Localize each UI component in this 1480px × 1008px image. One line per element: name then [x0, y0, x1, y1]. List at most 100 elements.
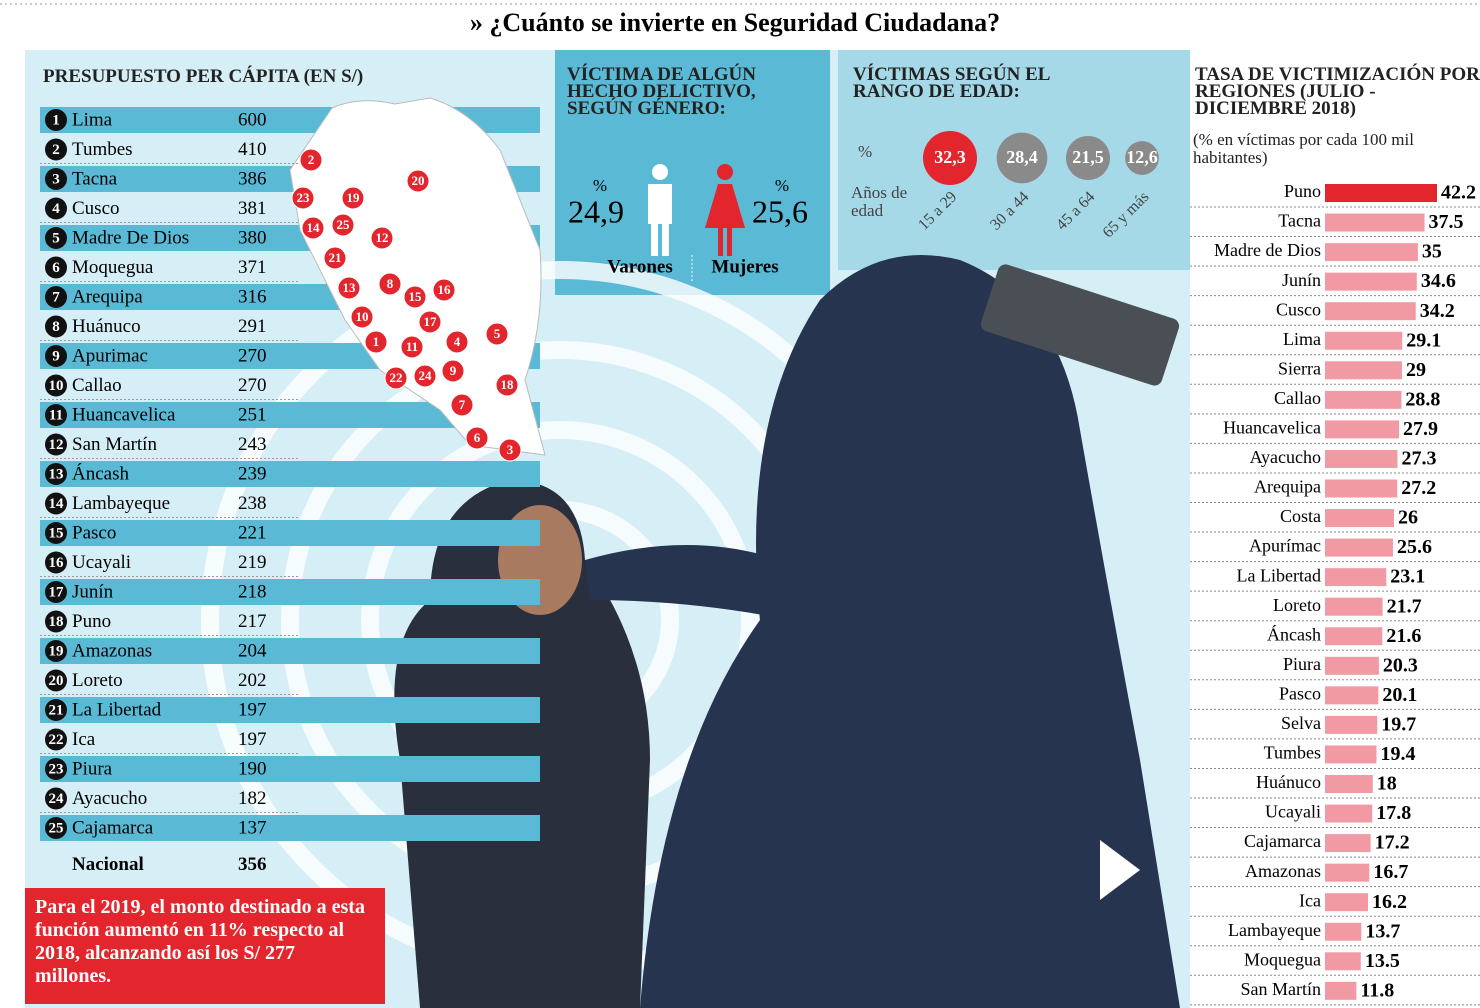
category: Selva: [1281, 713, 1321, 733]
value-label: 19.7: [1381, 713, 1416, 735]
page: » ¿Cuánto se invierte en Seguridad Ciuda…: [0, 0, 1480, 1008]
bar: [1325, 745, 1376, 763]
value-label: 26: [1398, 507, 1418, 529]
region: Arequipa: [72, 286, 143, 307]
value-label: 20.1: [1382, 684, 1417, 706]
bar: [1325, 332, 1402, 350]
value-label: 32,3: [934, 147, 966, 167]
region: San Martín: [72, 434, 157, 455]
rank: 16: [49, 555, 65, 571]
bar: [1325, 716, 1377, 734]
bar: [1325, 775, 1373, 793]
value-label: 21,5: [1072, 147, 1104, 167]
region: Lima: [72, 109, 113, 130]
budget-value: 217: [238, 611, 267, 632]
age-axis-label: Años de edad: [851, 184, 931, 220]
main-title: » ¿Cuánto se invierte en Seguridad Ciuda…: [470, 8, 1000, 37]
value-label: 21.6: [1386, 625, 1421, 647]
row-stripe: [40, 756, 540, 782]
region: Tacna: [72, 168, 118, 189]
bar: [1325, 834, 1371, 852]
map-marker-label: 16: [438, 282, 452, 297]
category: Cusco: [1276, 299, 1321, 319]
rank: 7: [52, 289, 60, 305]
region: Huancavelica: [72, 404, 176, 425]
budget-value: 218: [238, 581, 267, 602]
map-marker-label: 19: [347, 190, 361, 205]
value-label: 29: [1406, 359, 1426, 381]
bar: [1325, 480, 1397, 498]
map-marker-label: 17: [424, 314, 438, 329]
budget-value: 238: [238, 493, 267, 514]
budget-value: 251: [238, 404, 267, 425]
region: La Libertad: [72, 699, 162, 720]
rank: 10: [49, 378, 64, 394]
category: Callao: [1274, 388, 1321, 408]
budget-title: PRESUPUESTO PER CÁPITA (EN S/): [43, 68, 363, 85]
category: Huánuco: [1256, 772, 1321, 792]
rank: 8: [52, 319, 60, 335]
category: Puno: [1284, 181, 1321, 201]
category: Junín: [1282, 270, 1321, 290]
budget-value: 239: [238, 463, 267, 484]
value-label: 34.2: [1420, 300, 1455, 322]
total-value: 356: [238, 854, 267, 875]
category: Huancavelica: [1223, 418, 1321, 438]
bar: [1325, 391, 1401, 409]
budget-value: 270: [238, 345, 267, 366]
value-label: 17.2: [1375, 832, 1410, 854]
rank: 11: [49, 407, 63, 423]
map-marker-label: 8: [387, 276, 394, 291]
bar: [1325, 243, 1418, 261]
rank: 12: [49, 437, 64, 453]
icon-head: [652, 164, 668, 180]
gender-title: VÍCTIMA DE ALGÚN HECHO DELICTIVO, SEGÚN …: [567, 66, 797, 117]
bar: [1325, 598, 1383, 616]
value-label: 16.7: [1373, 861, 1408, 883]
budget-value: 386: [238, 168, 267, 189]
category: Lambayeque: [1228, 920, 1321, 940]
bar: [1325, 805, 1372, 823]
region: Junín: [72, 581, 114, 602]
category: Costa: [1280, 506, 1321, 526]
value-label: 28.8: [1405, 388, 1440, 410]
rank: 9: [52, 348, 60, 364]
budget-value: 291: [238, 316, 267, 337]
region: Lambayeque: [72, 493, 170, 514]
rank: 13: [49, 466, 64, 482]
map-marker-label: 4: [454, 334, 461, 349]
map-marker-label: 3: [507, 442, 514, 457]
region: Loreto: [72, 670, 123, 691]
category: Tumbes: [1264, 743, 1321, 763]
rank: 4: [52, 201, 60, 217]
value-label: 35: [1422, 241, 1442, 263]
row-stripe: [40, 579, 540, 605]
category: La Libertad: [1237, 565, 1321, 585]
map-marker-label: 11: [406, 339, 418, 354]
category: Mujeres: [711, 256, 778, 277]
category: Ayacucho: [1250, 447, 1321, 467]
bar: [1325, 539, 1393, 557]
budget-value: 380: [238, 227, 267, 248]
region: Áncash: [72, 462, 129, 484]
bar: [1325, 657, 1379, 675]
rank: 3: [52, 171, 60, 187]
rank: 24: [49, 791, 65, 807]
value-label: 34.6: [1421, 270, 1456, 292]
rank: 21: [49, 702, 64, 718]
bar: [1325, 982, 1356, 1000]
bar: [1325, 361, 1402, 379]
category: Pasco: [1279, 683, 1321, 703]
bar: [1325, 450, 1397, 468]
category: Varones: [607, 256, 672, 277]
bar: [1325, 686, 1378, 704]
value-label: 11.8: [1360, 979, 1394, 1001]
map-marker-label: 12: [376, 230, 389, 245]
rank: 23: [49, 761, 64, 777]
icon-head: [717, 164, 733, 180]
bar: [1325, 184, 1437, 202]
budget-value: 197: [238, 699, 267, 720]
rank: 25: [49, 820, 64, 836]
budget-value: 190: [238, 758, 267, 779]
region: Pasco: [72, 522, 116, 543]
